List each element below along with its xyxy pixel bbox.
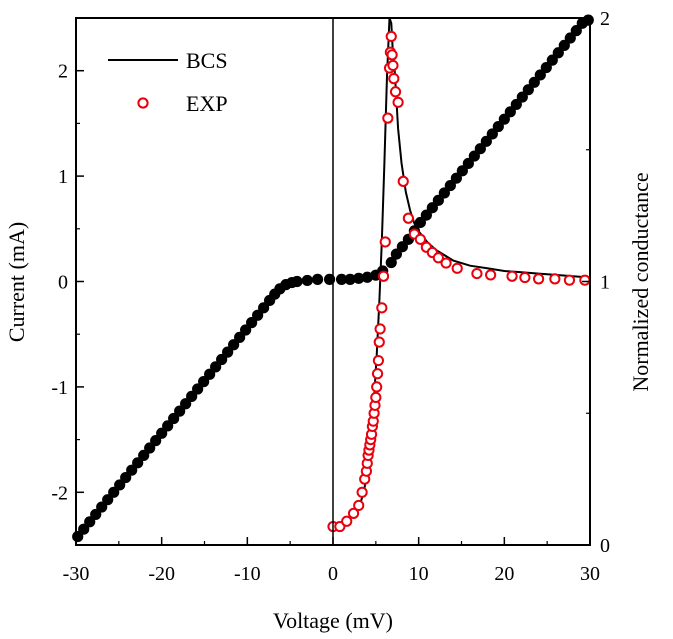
exp-point	[382, 112, 394, 124]
exp-point	[533, 273, 545, 285]
exp-point	[432, 252, 444, 264]
exp-point	[414, 233, 426, 245]
exp-point	[549, 273, 561, 285]
exp-point	[579, 274, 591, 286]
y-left-tick-label: 0	[58, 272, 68, 294]
exp-point	[402, 212, 414, 224]
exp-point	[519, 271, 531, 284]
y-right-tick-label: 1	[600, 272, 610, 294]
exp-point	[471, 267, 483, 280]
exp-point	[371, 381, 383, 393]
exp-point	[392, 96, 404, 108]
exp-point	[347, 507, 360, 519]
exp-point	[385, 30, 397, 43]
exp-points-layer	[327, 30, 591, 533]
iv-point	[361, 271, 373, 283]
exp-point	[386, 49, 398, 61]
x-tick-label: -10	[234, 563, 261, 585]
exp-point	[387, 59, 399, 72]
exp-point	[379, 236, 391, 248]
exp-point	[372, 354, 385, 367]
exp-point	[506, 270, 518, 282]
y-left-tick-label: 2	[58, 61, 68, 83]
exp-point	[389, 86, 402, 98]
iv-point	[582, 14, 594, 26]
exp-point	[388, 73, 400, 85]
y-left-axis-title: Current (mA)	[4, 222, 29, 342]
y-right-tick-label: 2	[600, 8, 610, 30]
iv-point	[301, 274, 313, 287]
exp-point	[356, 486, 368, 498]
exp-point	[341, 515, 353, 527]
x-axis-title: Voltage (mV)	[273, 608, 393, 633]
exp-point	[377, 270, 390, 282]
iv-point	[291, 275, 303, 288]
iv-points-layer	[72, 14, 594, 543]
legend-bcs-label: BCS	[186, 48, 228, 73]
iv-point	[385, 256, 397, 269]
y-right-tick-label: 0	[600, 535, 610, 557]
legend: BCS EXP	[108, 48, 228, 116]
exp-point	[451, 262, 463, 274]
exp-point	[376, 302, 388, 314]
x-tick-label: 0	[328, 563, 338, 585]
iv-point	[353, 272, 365, 284]
exp-point	[485, 269, 497, 281]
y-left-tick-label: -2	[51, 482, 68, 504]
legend-exp-label: EXP	[186, 91, 228, 116]
iv-point	[344, 273, 356, 285]
legend-exp-marker	[137, 97, 149, 109]
y-left-tick-label: -1	[51, 377, 68, 399]
exp-point	[373, 336, 385, 348]
exp-point	[374, 323, 386, 335]
exp-point	[371, 368, 384, 380]
exp-point	[440, 257, 452, 269]
x-tick-label: 20	[494, 563, 514, 585]
exp-point	[563, 274, 576, 286]
iv-point	[311, 273, 324, 285]
x-tick-label: 10	[409, 563, 429, 585]
x-tick-label: -30	[63, 563, 90, 585]
exp-point	[353, 499, 365, 512]
y-right-axis-title: Normalized conductance	[628, 172, 653, 391]
iv-point	[335, 273, 348, 285]
y-left-tick-label: 1	[58, 166, 68, 188]
x-tick-label: 30	[580, 563, 600, 585]
exp-point	[397, 175, 409, 187]
exp-point	[370, 391, 382, 404]
x-tick-label: -20	[148, 563, 175, 585]
